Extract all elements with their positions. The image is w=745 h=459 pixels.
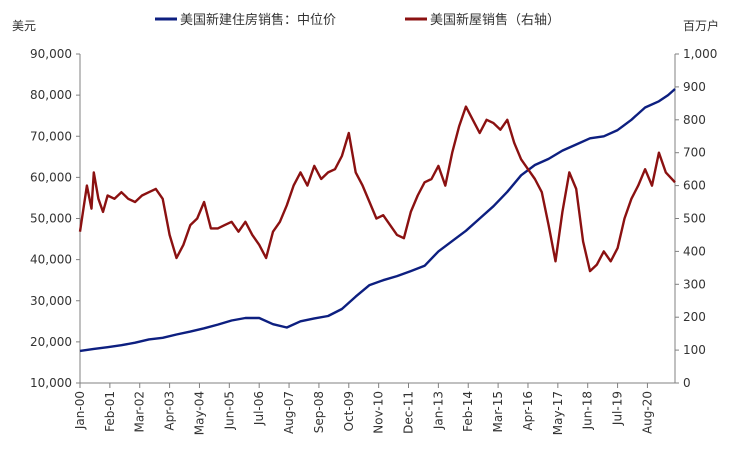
x-tick-label: Jun-18	[581, 391, 595, 430]
x-tick-label: Mar-15	[491, 391, 505, 432]
x-tick-label: Aug-20	[640, 391, 654, 434]
right-y-tick-label: 1,000	[683, 47, 717, 61]
left-y-tick-label: 60,000	[30, 170, 72, 184]
right-y-tick-label: 700	[683, 146, 706, 160]
legend: 美国新建住房销售：中位价 美国新屋销售（右轴）	[155, 12, 560, 28]
x-tick-label: Apr-16	[521, 391, 535, 431]
right-y-tick-label: 500	[683, 212, 706, 226]
right-y-tick-label: 0	[683, 376, 691, 390]
x-tick-label: Jul-06	[252, 391, 266, 426]
series-layer	[78, 88, 676, 353]
left-y-tick-label: 20,000	[30, 335, 72, 349]
x-tick-label: Aug-07	[282, 391, 296, 434]
right-y-tick-label: 100	[683, 343, 706, 357]
x-tick-label: Mar-02	[133, 391, 147, 432]
legend-label-new-home-sales: 美国新屋销售（右轴）	[430, 12, 560, 28]
left-y-tick-label: 30,000	[30, 294, 72, 308]
left-axis-unit-label: 美元	[12, 19, 36, 33]
right-y-ticks: 0 100 200 300 400 500 600 700 800 900 1,000	[675, 47, 717, 390]
x-tick-label: May-17	[551, 391, 565, 435]
x-tick-label: Feb-14	[461, 391, 475, 432]
right-y-tick-label: 300	[683, 277, 706, 291]
x-tick-label: Jan-13	[431, 391, 445, 430]
x-tick-label: Sep-08	[312, 391, 326, 433]
x-axis-ticks: Jan-00 Feb-01 Mar-02 Apr-03 May-04 Jun-05 Jul-…	[73, 383, 654, 435]
x-tick-label: Jan-00	[73, 391, 87, 430]
x-tick-label: Dec-11	[402, 391, 416, 434]
right-axis-unit-label: 百万户	[683, 18, 719, 33]
x-tick-label: Oct-09	[342, 391, 356, 431]
left-y-tick-label: 50,000	[30, 212, 72, 226]
series-line-new-home-sales	[78, 105, 676, 273]
x-tick-label: Nov-10	[372, 391, 386, 434]
left-y-tick-label: 80,000	[30, 88, 72, 102]
left-y-tick-label: 10,000	[30, 376, 72, 390]
left-y-tick-label: 90,000	[30, 47, 72, 61]
x-tick-label: Jun-05	[222, 391, 236, 430]
right-y-tick-label: 400	[683, 244, 706, 258]
right-y-tick-label: 800	[683, 113, 706, 127]
left-y-tick-label: 40,000	[30, 253, 72, 267]
x-tick-label: Apr-03	[163, 391, 177, 431]
x-tick-label: May-04	[192, 391, 206, 435]
x-tick-label: Feb-01	[103, 391, 117, 432]
right-y-tick-label: 600	[683, 179, 706, 193]
left-y-ticks: 10,000 20,000 30,000 40,000 50,000 60,000 70,0…	[30, 47, 80, 390]
x-tick-label: Jul-19	[611, 391, 625, 426]
right-y-tick-label: 900	[683, 80, 706, 94]
series-line-median-price	[79, 88, 676, 353]
left-y-tick-label: 70,000	[30, 129, 72, 143]
right-y-tick-label: 200	[683, 310, 706, 324]
legend-label-median-price: 美国新建住房销售：中位价	[180, 12, 336, 28]
